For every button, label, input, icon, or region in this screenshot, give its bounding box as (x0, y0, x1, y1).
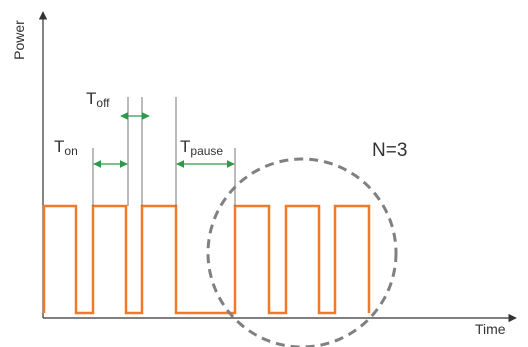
ton-label-sub: on (64, 144, 77, 158)
toff-label: Toff (86, 89, 110, 110)
burst-highlight-circle (206, 157, 398, 347)
tpause-label-main: T (180, 137, 190, 156)
tpause-label: Tpause (180, 137, 223, 158)
burst-count-label: N=3 (372, 140, 407, 161)
x-axis-label: Time (475, 321, 506, 337)
toff-label-sub: off (96, 96, 110, 110)
ton-label: Ton (54, 137, 78, 158)
toff-label-main: T (86, 89, 96, 108)
ton-label-main: T (54, 137, 64, 156)
pulse-signal (42, 204, 371, 315)
y-axis-label: Power (11, 20, 27, 60)
tpause-label-sub: pause (190, 144, 223, 158)
